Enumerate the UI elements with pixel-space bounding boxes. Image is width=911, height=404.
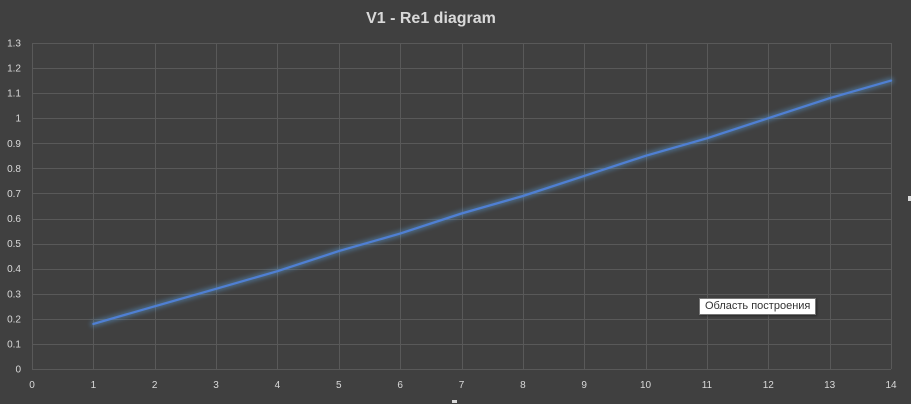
y-tick-label: 0.1 xyxy=(7,339,21,350)
y-tick-label: 1.3 xyxy=(7,39,21,50)
y-tick-label: 0.8 xyxy=(7,164,21,175)
y-tick-label: 0.9 xyxy=(7,139,21,150)
y-tick-label: 0 xyxy=(15,365,21,376)
y-tick-label: 0.6 xyxy=(7,214,21,225)
plot-area-tooltip: Область построения xyxy=(699,298,817,315)
x-tick-label: 7 xyxy=(459,380,465,391)
y-tick-label: 0.3 xyxy=(7,289,21,300)
resize-handle-bottom[interactable] xyxy=(452,400,457,403)
chart-title: V1 - Re1 diagram xyxy=(366,10,496,27)
x-tick-label: 6 xyxy=(397,380,403,391)
x-tick-label: 1 xyxy=(91,380,97,391)
x-tick-label: 0 xyxy=(29,380,35,391)
x-tick-label: 14 xyxy=(885,380,897,391)
x-tick-label: 5 xyxy=(336,380,342,391)
x-tick-label: 3 xyxy=(213,380,219,391)
x-tick-label: 10 xyxy=(640,380,652,391)
y-tick-label: 1 xyxy=(15,114,21,125)
x-tick-label: 9 xyxy=(581,380,587,391)
y-tick-label: 0.2 xyxy=(7,314,21,325)
x-tick-label: 13 xyxy=(824,380,836,391)
y-tick-label: 1.2 xyxy=(7,64,21,75)
y-tick-label: 0.4 xyxy=(7,264,21,275)
y-tick-label: 0.7 xyxy=(7,189,21,200)
resize-handle-right[interactable] xyxy=(908,196,911,201)
x-tick-label: 4 xyxy=(275,380,281,391)
x-tick-label: 11 xyxy=(702,380,713,391)
y-tick-label: 0.5 xyxy=(7,239,21,250)
series-line[interactable] xyxy=(92,79,893,326)
x-tick-label: 12 xyxy=(763,380,775,391)
x-tick-label: 2 xyxy=(152,380,158,391)
y-tick-label: 1.1 xyxy=(7,89,21,100)
x-tick-label: 8 xyxy=(520,380,526,391)
